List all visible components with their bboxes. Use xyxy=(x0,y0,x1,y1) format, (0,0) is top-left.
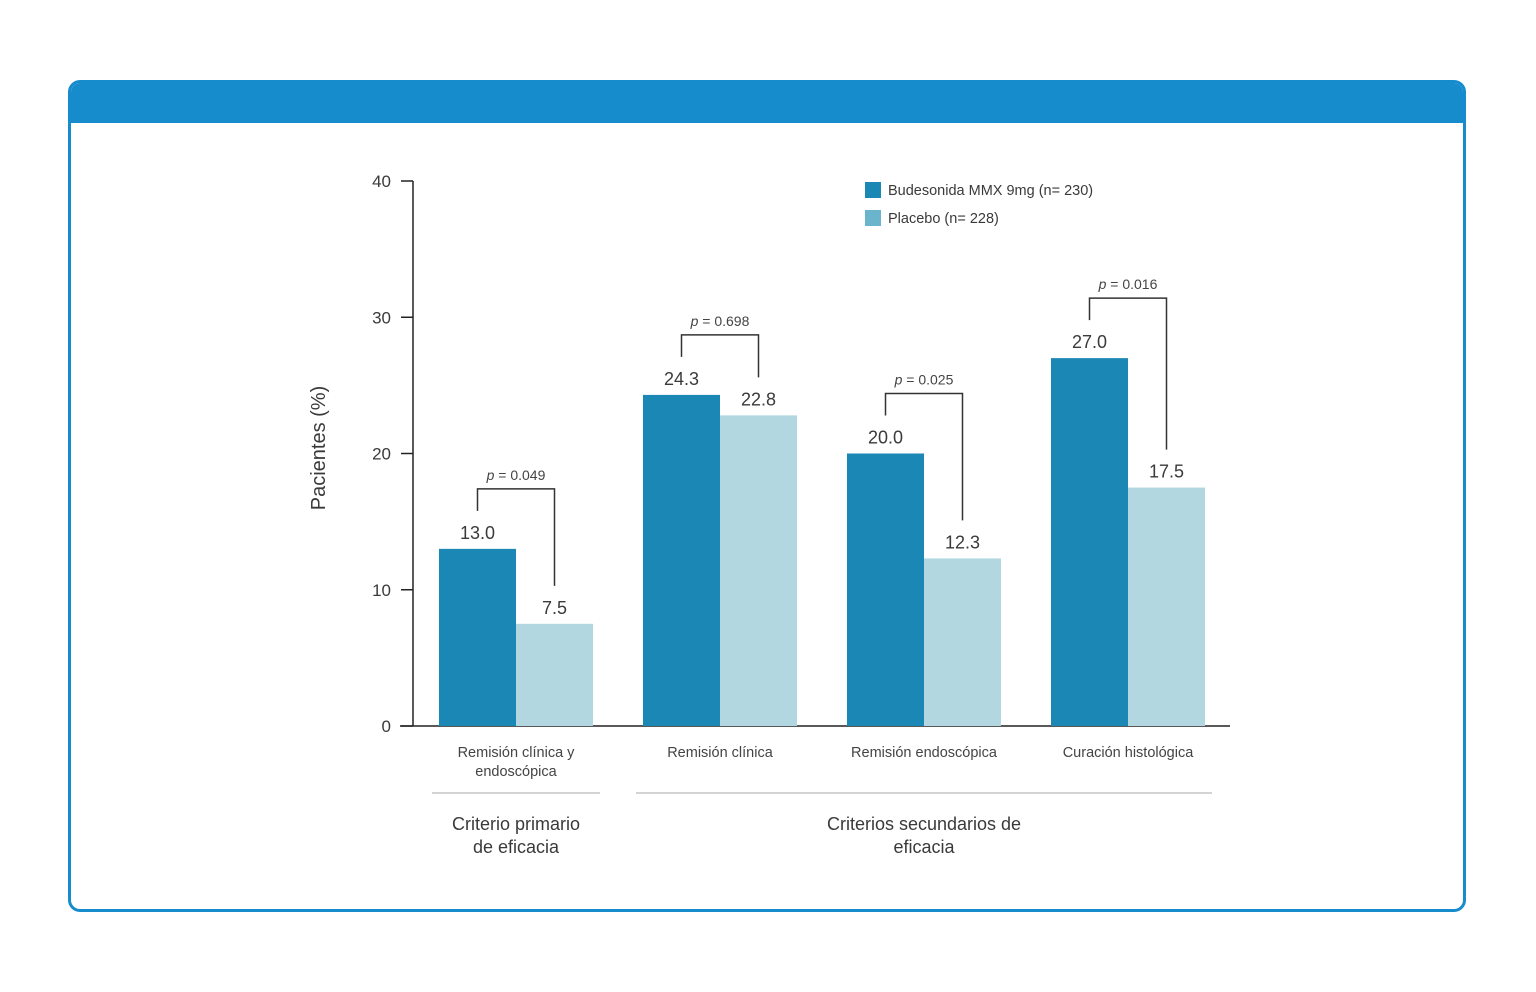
p-value-bracket xyxy=(680,334,760,378)
group-label: Criterio primario xyxy=(452,814,580,834)
p-value-label: p = 0.698 xyxy=(690,313,750,329)
bar-value-label: 12.3 xyxy=(945,532,980,552)
bar-value-label: 22.8 xyxy=(741,389,776,409)
y-tick-label: 40 xyxy=(372,172,391,191)
bar-placebo xyxy=(516,623,593,726)
category-label: Remisión clínica y xyxy=(458,745,576,761)
p-value-label: p = 0.049 xyxy=(486,467,546,483)
bar-value-label: 13.0 xyxy=(460,523,495,543)
bar-value-label: 7.5 xyxy=(542,598,567,618)
p-value-label: p = 0.025 xyxy=(894,372,954,388)
category-label: endoscópica xyxy=(475,764,557,780)
legend-swatch xyxy=(865,182,881,198)
bar-value-label: 20.0 xyxy=(868,428,903,448)
legend-swatch xyxy=(865,210,881,226)
group-label: de eficacia xyxy=(473,837,560,857)
y-tick-label: 0 xyxy=(382,717,391,736)
bar-budesonida xyxy=(847,453,924,726)
category-label: Remisión clínica xyxy=(667,745,773,761)
bar-placebo xyxy=(924,558,1001,726)
p-value-bracket xyxy=(476,488,556,586)
p-value-label: p = 0.016 xyxy=(1098,276,1158,292)
group-label: eficacia xyxy=(893,837,955,857)
bar-value-label: 17.5 xyxy=(1149,462,1184,482)
p-value-bracket xyxy=(1088,297,1168,450)
legend-label: Budesonida MMX 9mg (n= 230) xyxy=(888,183,1093,199)
y-tick-label: 30 xyxy=(372,308,391,327)
y-tick-label: 20 xyxy=(372,445,391,464)
p-value-bracket xyxy=(884,392,964,521)
bar-budesonida xyxy=(1051,358,1128,726)
y-tick-label: 10 xyxy=(372,581,391,600)
bar-value-label: 24.3 xyxy=(664,369,699,389)
legend-label: Placebo (n= 228) xyxy=(888,211,999,227)
bar-placebo xyxy=(1128,487,1205,726)
group-label: Criterios secundarios de xyxy=(827,814,1021,834)
bar-value-label: 27.0 xyxy=(1072,332,1107,352)
category-label: Remisión endoscópica xyxy=(851,745,998,761)
bar-budesonida xyxy=(643,394,720,726)
bar-budesonida xyxy=(439,548,516,726)
y-axis-title: Pacientes (%) xyxy=(308,386,330,511)
card-header-bar xyxy=(71,83,1463,123)
category-label: Curación histológica xyxy=(1063,745,1195,761)
bar-placebo xyxy=(720,415,797,726)
